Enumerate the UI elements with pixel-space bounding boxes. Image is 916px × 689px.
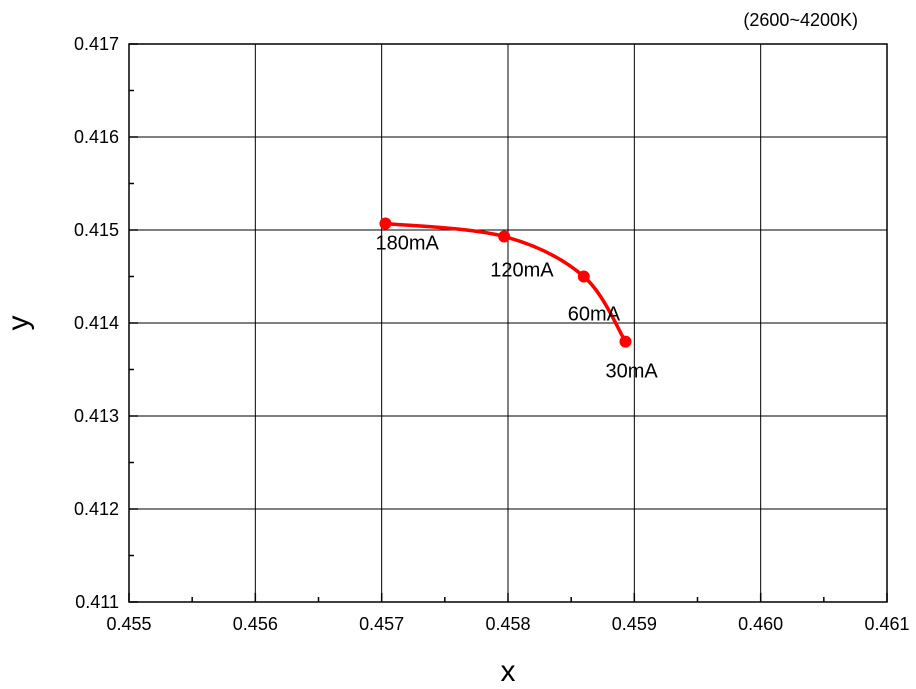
series-line [383, 221, 628, 344]
x-axis-title: x [501, 655, 516, 688]
y-tick-label: 0.415 [74, 220, 119, 240]
x-tick-label: 0.459 [612, 614, 657, 634]
y-axis-title: y [2, 316, 35, 331]
point-label: 180mA [375, 232, 439, 254]
y-tick-label: 0.416 [74, 127, 119, 147]
point-label: 30mA [605, 361, 658, 383]
point-label: 60mA [568, 304, 621, 326]
x-tick-label: 0.457 [359, 614, 404, 634]
grid [129, 44, 887, 602]
y-tick-label: 0.413 [74, 406, 119, 426]
x-tick-label: 0.461 [864, 614, 909, 634]
range-annotation: (2600~4200K) [743, 10, 858, 30]
data-point [379, 217, 392, 230]
data-point [577, 270, 590, 283]
data-point [619, 335, 632, 348]
point-labels: 180mA 120mA 60mA 30mA [375, 232, 658, 382]
x-tick-label: 0.460 [738, 614, 783, 634]
y-tick-label: 0.411 [75, 592, 119, 612]
x-tick-labels: 0.455 0.456 0.457 0.458 0.459 0.460 0.461 [106, 614, 909, 634]
x-tick-label: 0.455 [106, 614, 151, 634]
data-points [379, 217, 632, 348]
x-tick-label: 0.458 [485, 614, 530, 634]
y-tick-label: 0.414 [74, 313, 119, 333]
y-tick-labels: 0.411 0.412 0.413 0.414 0.415 0.416 0.417 [74, 34, 119, 612]
x-tick-label: 0.456 [233, 614, 278, 634]
axis-ticks [128, 43, 888, 603]
y-tick-label: 0.412 [74, 499, 119, 519]
y-tick-label: 0.417 [74, 34, 119, 54]
data-point [498, 230, 511, 243]
point-label: 120mA [490, 260, 554, 282]
